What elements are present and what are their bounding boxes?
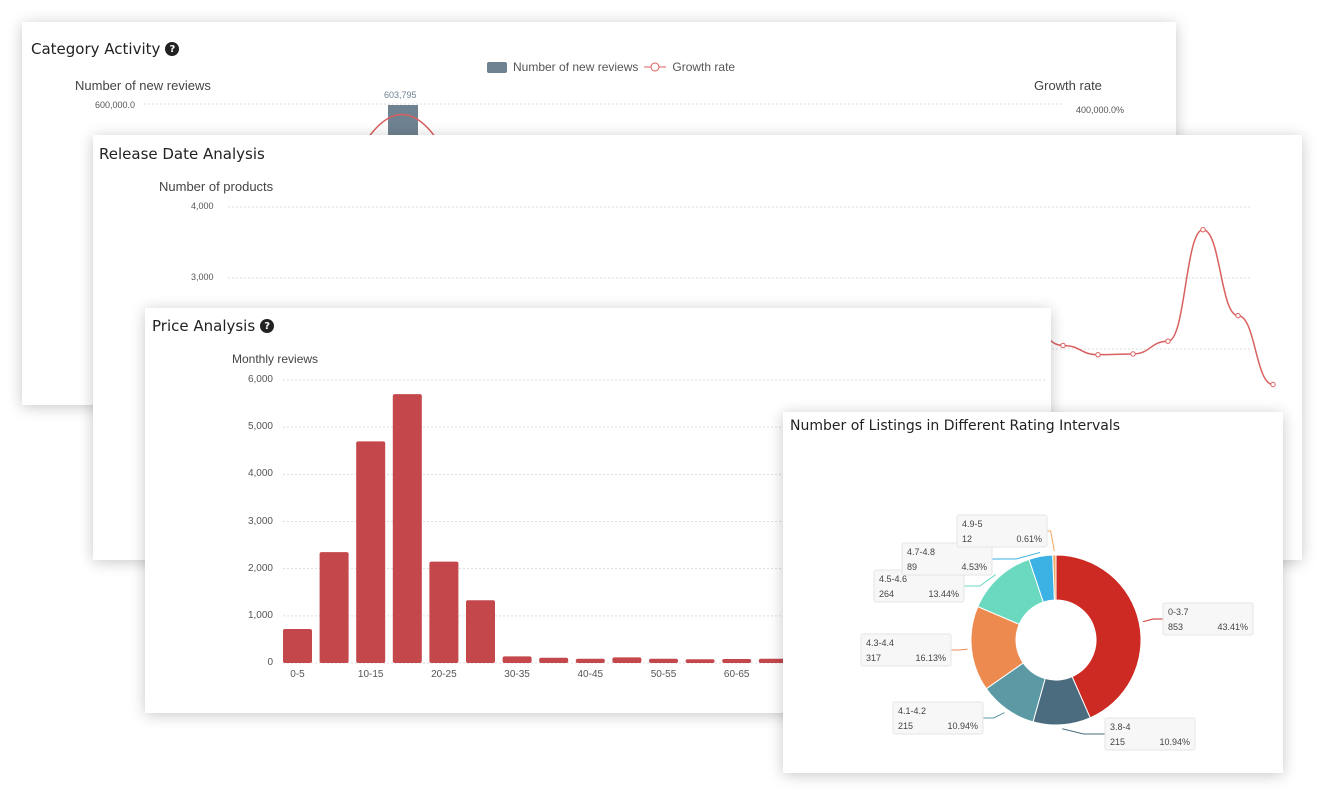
donut-leader-line [992,551,1041,560]
y-right-axis-title: Growth rate [1034,78,1102,93]
donut-label-name: 3.8-4 [1110,722,1131,732]
category-activity-legend: Number of new reviews Growth rate [487,60,735,74]
donut-label-value: 853 [1168,622,1183,632]
price-bar [466,600,495,663]
donut-label-value: 215 [1110,737,1125,747]
price-y-tick: 5,000 [247,421,273,433]
price-y-tick: 4,000 [247,468,273,480]
donut-label-box [860,633,952,667]
donut-label-name: 0-3.7 [1168,607,1189,617]
donut-leader-line [1047,530,1055,552]
release-date-point [1235,312,1241,319]
donut-leader-line [983,712,1005,719]
price-x-label: 20-25 [431,669,457,680]
release-date-point [1165,338,1171,344]
legend-bars-label[interactable]: Number of new reviews [513,60,639,74]
donut-leader-line [964,574,996,587]
donut-leader-line [1142,618,1163,623]
release-date-ytick-4000: 4,000 [191,201,214,211]
donut-label-box [1162,602,1254,636]
donut-label-name: 4.9-5 [962,519,983,529]
release-date-line [1027,228,1274,386]
legend-line-swatch [644,62,667,72]
price-bar [685,659,715,663]
price-y-tick: 0 [267,657,273,668]
rating-intervals-card: Number of Listings in Different Rating I… [783,412,1283,773]
donut-label-value: 317 [866,653,881,663]
donut-label-box [1104,717,1196,751]
price-x-label: 10-15 [357,669,384,680]
price-y-tick: 3,000 [247,515,273,527]
price-y-title: Monthly reviews [232,352,319,366]
donut-slice-4.9-5 [1052,554,1057,601]
growth-rate-line [361,113,443,148]
question-circle-icon[interactable]: ? [165,42,180,56]
release-date-series [1025,227,1276,388]
release-date-point [1060,342,1066,349]
release-date-title: Release Date Analysis [99,145,265,163]
donut-label-value: 215 [898,721,913,731]
release-date-point [1130,351,1136,357]
legend-line-label[interactable]: Growth rate [672,60,736,74]
donut-label-box [901,542,993,576]
donut-leader-line [1062,728,1105,735]
donut-label-name: 4.1-4.2 [898,706,926,716]
price-x-label: 30-35 [504,669,530,680]
price-bar [575,658,605,663]
price-bar [502,656,532,663]
release-date-point [1270,381,1276,388]
donut-leader-line [951,648,968,651]
donut-label-percent: 0.61% [1016,534,1042,544]
y-left-axis-title: Number of new reviews [75,78,211,93]
question-circle-icon[interactable]: ? [260,319,275,333]
donut-label-box [956,514,1048,548]
donut-label-percent: 10.94% [947,721,978,731]
bar-data-label: 603,795 [384,90,417,100]
legend-bar-swatch [487,61,507,73]
release-date-y-title: Number of products [159,179,274,194]
price-bar [392,394,422,663]
donut-label-percent: 10.94% [1159,737,1190,747]
rating-donut: 0-3.7 853 43.41% 3.8-4 215 10.94% 4.1-4.2 215 10… [860,514,1254,751]
price-x-label: 50-55 [650,669,677,680]
price-bar [758,658,788,663]
price-y-tick: 2,000 [247,562,273,574]
price-bar [722,658,752,663]
y-right-top-tick: 400,000.0% [1076,105,1125,115]
price-bar [539,657,569,663]
price-bar [649,658,678,663]
rating-intervals-title: Number of Listings in Different Rating I… [790,418,1121,434]
donut-label-box [892,701,984,735]
y-left-top-tick: 600,000.0 [95,100,136,110]
price-bar [612,657,642,663]
price-bar [283,629,312,663]
category-activity-title: Category Activity ? [31,40,180,58]
release-date-point [1200,227,1206,233]
release-date-point [1095,351,1101,358]
donut-label-percent: 16.13% [915,653,946,663]
release-date-ytick-3000: 3,000 [191,272,214,282]
price-bar [356,441,386,663]
donut-label-name: 4.5-4.6 [879,574,907,584]
price-y-tick: 1,000 [247,609,273,621]
price-x-label: 0-5 [290,669,305,680]
price-plot [283,379,1045,664]
donut-label-value: 89 [907,562,917,572]
donut-label-percent: 4.53% [961,562,987,572]
price-bar [429,561,459,663]
price-x-label: 40-45 [577,669,604,680]
donut-label-name: 4.7-4.8 [907,547,935,557]
price-analysis-title: Price Analysis ? [152,317,275,335]
donut-label-percent: 43.41% [1217,622,1248,632]
donut-label-percent: 13.44% [928,589,959,599]
donut-slice-0-3.7 [1055,554,1142,719]
donut-label-value: 12 [962,534,972,544]
donut-label-name: 4.3-4.4 [866,638,894,648]
release-date-plot [228,206,1276,388]
price-x-label: 60-65 [723,669,750,680]
donut-label-value: 264 [879,589,894,599]
price-bar [319,552,349,663]
price-y-tick: 6,000 [247,374,273,385]
